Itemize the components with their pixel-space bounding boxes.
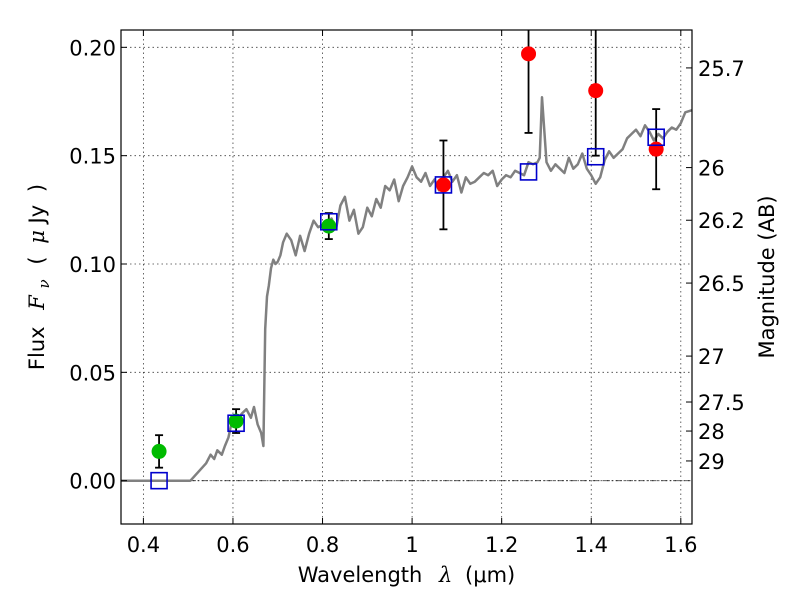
y-axis-title: Flux F ν ( μ Jy ) [25, 184, 54, 370]
model-flux-square [319, 212, 338, 231]
x-tick-label: 0.8 [306, 533, 339, 557]
y-tick-label: 0.00 [69, 470, 116, 494]
grid [121, 30, 692, 524]
x-axis-title-text: Wavelength [298, 563, 423, 587]
x-axis-title-unit: (μm) [465, 563, 515, 587]
y-axis-title-paren-open: ( [25, 256, 49, 264]
right-axis-title: Magnitude (AB) [755, 195, 779, 358]
x-axis-title-lambda: λ [438, 563, 452, 587]
y-tick-label: 0.05 [69, 361, 116, 385]
y-tick-label: 0.10 [69, 253, 116, 277]
model-flux-square [150, 471, 168, 490]
x-tick-label: 0.6 [216, 533, 249, 557]
x-axis-title: Wavelength λ (μm) [298, 563, 515, 587]
photometry-point [588, 83, 604, 99]
photometry-point [151, 443, 167, 459]
plot-frame [120, 29, 693, 525]
photometry-point [521, 46, 537, 62]
x-tick-label: 0.4 [127, 533, 160, 557]
magnitude-tick-label: 26.5 [698, 272, 745, 296]
magnitude-tick-label: 29 [698, 450, 725, 474]
y-axis-title-mu: μ [25, 230, 49, 244]
magnitude-tick-label: 28 [698, 420, 725, 444]
model-spectrum-line [121, 95, 692, 482]
magnitude-tick-label: 26 [698, 157, 725, 181]
x-tick-label: 1.6 [664, 533, 697, 557]
photometry-point [228, 413, 244, 429]
photometry-point [321, 218, 337, 234]
photometry-point [435, 177, 451, 193]
model-flux-square [586, 147, 605, 166]
y-tick-label: 0.20 [69, 36, 116, 60]
photometry-point [648, 141, 664, 157]
y-tick-label: 0.15 [69, 145, 116, 169]
y-axis-title-paren-close: ) [25, 184, 49, 192]
magnitude-tick-label: 27 [698, 345, 725, 369]
x-tick-label: 1.4 [575, 533, 608, 557]
y-axis-title-unit: Jy [25, 205, 49, 226]
magnitude-tick-label: 25.7 [698, 57, 745, 81]
y-axis-title-subscript: ν [35, 279, 53, 288]
model-flux-square [227, 414, 245, 433]
y-axis-title-text: Flux [25, 326, 49, 370]
x-tick-label: 1 [405, 533, 418, 557]
y-axis-title-symbol: F [25, 294, 49, 311]
magnitude-tick-label: 26.2 [698, 209, 745, 233]
model-flux-square [647, 128, 665, 147]
magnitude-tick-label: 27.5 [698, 391, 745, 415]
model-flux-square [519, 163, 538, 181]
x-tick-label: 1.2 [485, 533, 518, 557]
model-flux-square [434, 176, 453, 194]
